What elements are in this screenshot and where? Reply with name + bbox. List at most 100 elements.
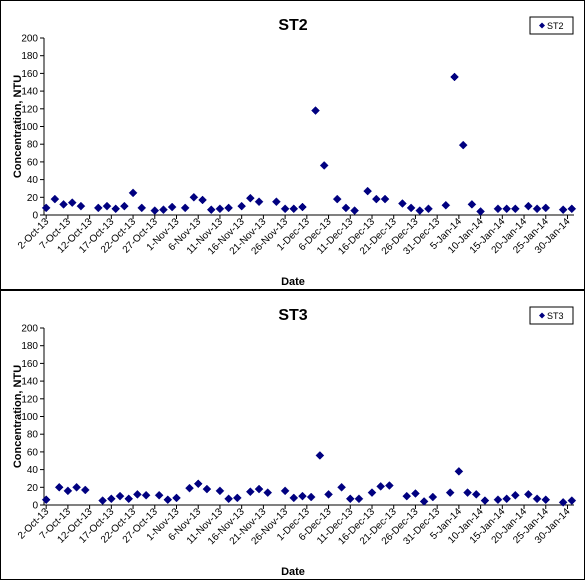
chart-1-data-point [63,486,73,496]
chart-1-data-point [337,482,346,492]
chart-0-data-point [120,201,129,211]
chart-0-data-point [137,203,147,213]
chart-1-data-point [280,486,290,496]
chart-1-data-point [133,490,142,499]
chart-0-data-point [272,197,281,207]
chart-0-y-tick-label: 40 [27,175,39,186]
chart-0-data-point [371,194,381,204]
chart-1-data-point [376,482,386,491]
chart-0-legend-marker [539,22,545,29]
chart-0-data-point [67,198,77,207]
chart-1-data-point [54,482,64,492]
chart-1-data-point [298,491,307,501]
chart-0-title: ST2 [278,17,307,34]
chart-1-data-point [215,486,225,496]
chart-1-y-tick-label: 100 [21,412,38,423]
chart-1-data-point [106,494,116,504]
chart-0-data-point [441,200,451,210]
chart-0-data-point [102,201,112,211]
chart-0-data-point [541,203,551,213]
chart-1-data-point [185,483,194,493]
chart-0-data-point [237,201,247,211]
chart-1-data-point [454,467,464,476]
chart-1-data-point [163,495,173,505]
chart-1-title: ST3 [278,307,307,324]
chart-1-data-point [463,488,472,497]
chart-0-data-point [510,204,520,214]
chart-1-data-point [541,495,551,505]
chart-0-y-tick-label: 160 [21,69,38,80]
chart-0-data-point [150,206,160,215]
chart-1-data-point [98,496,108,505]
chart-0-data-point [128,188,138,198]
chart-0-data-point [159,205,168,215]
chart-0-y-tick-label: 0 [32,211,38,222]
chart-1-data-point [124,494,134,504]
chart-1-data-point [80,485,90,495]
chart-0-data-point [280,204,290,214]
chart-0-data-point [524,201,533,211]
chart-0-data-point [206,205,216,215]
chart-1-data-point [367,488,377,497]
chart-1-data-point [289,493,299,503]
chart-1-data-point [41,495,51,505]
chart-0-data-point [350,206,359,215]
chart-1-data-point [141,490,151,500]
chart-0-data-point [341,203,351,213]
chart-1-y-tick-label: 180 [21,341,38,352]
chart-0-y-tick-label: 180 [21,51,38,62]
chart-1-data-point [345,494,355,504]
chart-0-data-point [189,192,199,202]
chart-0-data-point [41,203,51,213]
chart-1-y-tick-label: 0 [32,501,38,512]
chart-1-data-point [510,490,520,500]
chart-0-data-point [311,106,320,115]
chart-1-data-point [172,493,181,503]
chart-1-y-tick-label: 60 [27,447,39,458]
chart-0-data-point [289,204,299,214]
chart-1-data-point [245,487,255,497]
chart-0-data-point [380,194,390,204]
chart-1-legend-marker [539,312,545,319]
chart-0-data-point [458,140,468,150]
chart-0-data-point [50,194,60,204]
chart-0-data-point [215,204,225,214]
chart-1-legend-label: ST3 [547,311,564,321]
chart-1-data-point [254,484,264,494]
chart-1-legend-box [529,306,574,325]
chart-0-y-tick-label: 60 [27,157,39,168]
chart-1-data-point [154,490,164,500]
chart-0-data-point [398,199,407,208]
chart-1-data-point [480,496,490,505]
chart-1-data-point [558,497,568,507]
chart-0-data-point [224,203,233,213]
chart-1-legend: ST3 [529,306,574,325]
chart-1-y-tick-label: 40 [27,465,39,476]
chart-0-data-point [180,203,190,213]
chart-1-data-point [263,488,273,497]
chart-0-legend: ST2 [529,16,574,35]
chart-0-data-point [450,72,459,82]
chart-0-y-tick-label: 100 [21,122,38,133]
chart-st3-svg: ST30204060801001201401601802002-Oct-137-… [12,306,577,578]
chart-1-data-point [193,479,203,489]
chart-1-data-point [419,497,429,506]
chart-1-data-point [502,494,512,504]
chart-st2: ST2 0 20 40 60 80 100 120 140 160 180 200 2-Oct-13 7-… [0,0,585,290]
chart-1-data-point [493,495,503,505]
chart-0-data-point [567,204,577,214]
chart-1-data-point [202,484,212,494]
chart-0-data-point [59,200,68,209]
chart-0-data-point [467,200,477,209]
chart-0-legend-label: ST2 [547,21,564,31]
chart-1-y-tick-label: 20 [27,483,39,494]
chart-1-data-point [532,494,542,504]
chart-1-x-axis-label: Date [281,566,305,578]
chart-1-data-point [232,493,242,503]
chart-0-data-point [406,203,416,213]
chart-1-data-point [385,481,394,490]
chart-0-data-point [476,207,485,216]
chart-0-data-point [319,161,329,170]
chart-1-data-point [354,494,364,504]
chart-1-data-point [567,496,577,505]
